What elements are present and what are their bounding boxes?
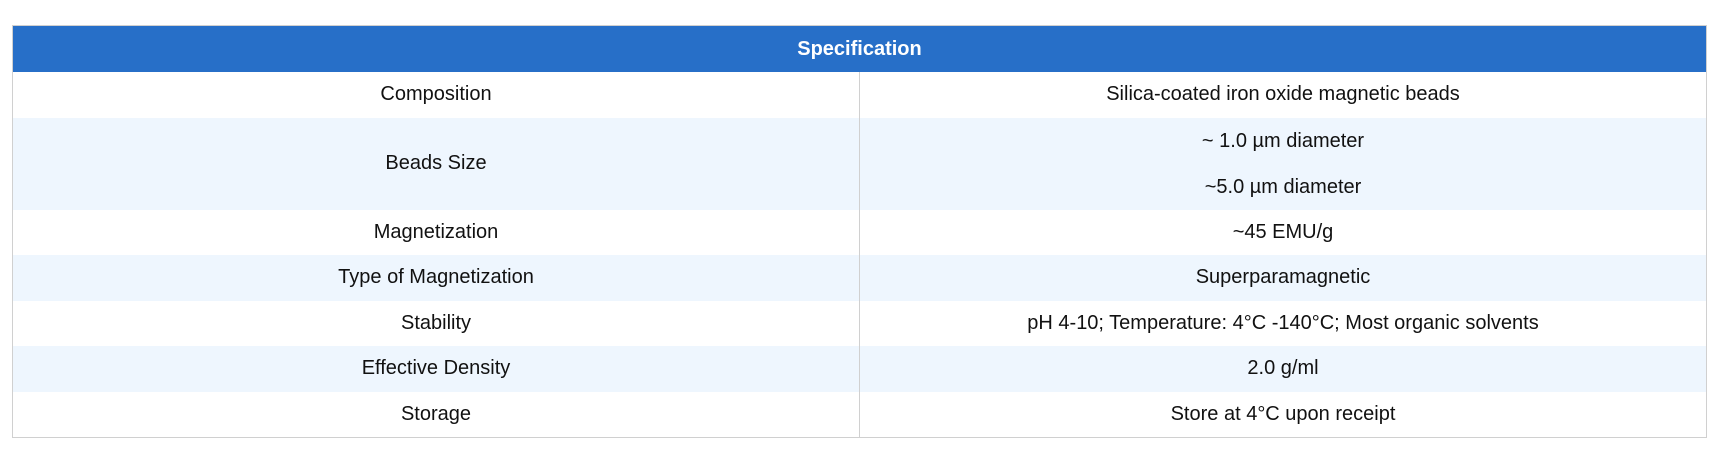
table-row: Beads Size ~ 1.0 µm diameter ~5.0 µm dia… [12, 117, 1707, 210]
row-label: Composition [12, 72, 860, 118]
table-row: Effective Density 2.0 g/ml [12, 346, 1707, 392]
row-label: Magnetization [12, 209, 860, 255]
table-row: Type of Magnetization Superparamagnetic [12, 255, 1707, 301]
table-row: Magnetization ~45 EMU/g [12, 209, 1707, 255]
table-row: Composition Silica-coated iron oxide mag… [12, 72, 1707, 118]
row-label: Storage [12, 391, 860, 438]
specification-table: Specification Composition Silica-coated … [12, 25, 1707, 438]
table-title: Specification [12, 25, 1707, 72]
row-value-line: ~ 1.0 µm diameter [1201, 129, 1365, 152]
row-value: Store at 4°C upon receipt [1170, 402, 1396, 425]
row-value: ~ 1.0 µm diameter ~5.0 µm diameter [859, 117, 1707, 210]
row-label: Stability [12, 300, 860, 346]
row-value: 2.0 g/ml [859, 346, 1707, 392]
row-value: Superparamagnetic [859, 255, 1707, 301]
row-value: ~45 EMU/g [1232, 220, 1334, 243]
row-label: Beads Size [12, 117, 860, 210]
row-value: pH 4-10; Temperature: 4°C -140°C; Most o… [1027, 311, 1539, 334]
row-value: Silica-coated iron oxide magnetic beads [1106, 83, 1460, 106]
table-header-row: Specification [12, 25, 1707, 72]
table-row: Storage Store at 4°C upon receipt [12, 391, 1707, 438]
row-label: Effective Density [12, 346, 860, 392]
row-label: Type of Magnetization [12, 255, 860, 301]
row-value-line: ~5.0 µm diameter [1204, 175, 1362, 198]
table-row: Stability pH 4-10; Temperature: 4°C -140… [12, 300, 1707, 346]
